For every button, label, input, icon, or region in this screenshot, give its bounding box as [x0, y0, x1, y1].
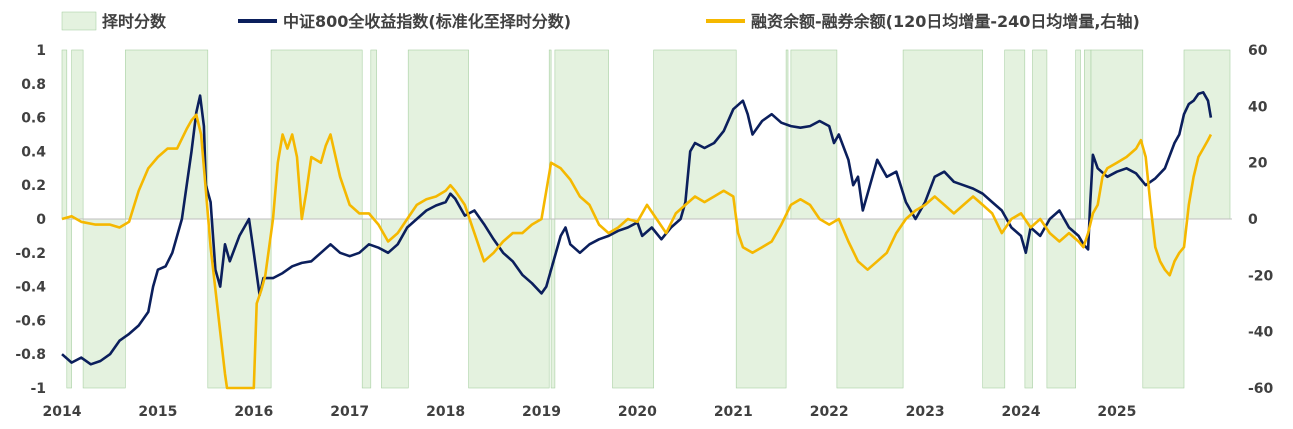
timing-band [407, 49, 469, 220]
margin-line [61, 113, 1213, 390]
x-tick-label: 2016 [234, 404, 273, 420]
timing-band [71, 49, 84, 220]
y-right-axis: 60 40 20 0 -20 -40 -60 [1248, 43, 1274, 397]
timing-band [1024, 218, 1033, 389]
y-left-tick-label: -0.4 [15, 280, 46, 296]
legend-entry-index: 中证800全收益指数(标准化至择时分数) [238, 12, 571, 31]
timing-band [61, 49, 68, 220]
y-left-tick-label: 0 [36, 212, 46, 228]
y-left-tick-label: 0.6 [21, 111, 46, 127]
y-right-tick-label: -20 [1248, 268, 1274, 284]
y-right-tick-label: 40 [1248, 99, 1268, 115]
timing-band [270, 49, 363, 220]
x-tick-label: 2020 [618, 404, 657, 420]
legend: 择时分数 中证800全收益指数(标准化至择时分数) 融资余额-融券余额(120日… [61, 11, 1140, 31]
x-tick-label: 2017 [330, 404, 369, 420]
index-series-group [61, 91, 1213, 366]
x-tick-label: 2021 [714, 404, 753, 420]
timing-band [982, 218, 1006, 389]
y-left-tick-label: -1 [30, 381, 46, 397]
y-left-tick-label: 0.4 [21, 144, 46, 160]
y-left-tick-label: 0.2 [21, 178, 46, 194]
y-left-tick-label: 1 [36, 43, 46, 59]
x-tick-label: 2018 [426, 404, 465, 420]
x-tick-label: 2023 [906, 404, 945, 420]
y-left-axis: 1 0.8 0.6 0.4 0.2 0 -0.2 -0.4 -0.6 -0.8 -1 [15, 43, 46, 397]
timing-band [550, 218, 556, 389]
legend-label-index: 中证800全收益指数(标准化至择时分数) [283, 12, 571, 31]
timing-band [548, 49, 552, 220]
x-tick-label: 2024 [1002, 404, 1041, 420]
timing-band [902, 49, 983, 220]
timing-band [612, 218, 655, 389]
timing-band [1075, 49, 1081, 220]
timing-band [836, 218, 904, 389]
y-left-tick-label: -0.2 [15, 246, 46, 262]
legend-swatch-band [61, 11, 97, 31]
timing-band [207, 218, 272, 389]
y-right-tick-label: -60 [1248, 381, 1274, 397]
legend-entry-margin: 融资余额-融券余额(120日均增量-240日均增量,右轴) [706, 12, 1140, 31]
timing-band [1142, 218, 1185, 389]
margin-series-group [61, 113, 1213, 390]
x-tick-label: 2022 [810, 404, 849, 420]
y-right-tick-label: 60 [1248, 43, 1268, 59]
timing-band [735, 218, 787, 389]
timing-band [1004, 49, 1026, 220]
y-right-tick-label: -40 [1248, 325, 1274, 341]
x-tick-label: 2015 [138, 404, 177, 420]
timing-band [790, 49, 838, 220]
timing-band [1046, 218, 1077, 389]
timing-band [785, 49, 789, 220]
y-left-tick-label: -0.8 [15, 347, 46, 363]
timing-band [554, 49, 609, 220]
legend-label-margin: 融资余额-融券余额(120日均增量-240日均增量,右轴) [751, 12, 1140, 31]
timing-band [653, 49, 737, 220]
x-axis: 2014 2015 2016 2017 2018 2019 2020 2021 2022 2023… [43, 404, 1137, 420]
y-left-tick-label: 0.8 [21, 77, 46, 93]
x-tick-label: 2019 [522, 404, 561, 420]
y-left-tick-label: -0.6 [15, 313, 46, 329]
timing-band [370, 49, 377, 220]
timing-band [1032, 49, 1048, 220]
legend-label-timing-score: 择时分数 [102, 12, 167, 31]
timing-band [381, 218, 409, 389]
y-right-tick-label: 0 [1248, 212, 1258, 228]
x-tick-label: 2014 [43, 404, 82, 420]
timing-band [468, 218, 550, 389]
y-right-tick-label: 20 [1248, 156, 1268, 172]
legend-entry-timing-score: 择时分数 [61, 11, 167, 31]
x-tick-label: 2025 [1097, 404, 1136, 420]
index-line [61, 91, 1213, 366]
